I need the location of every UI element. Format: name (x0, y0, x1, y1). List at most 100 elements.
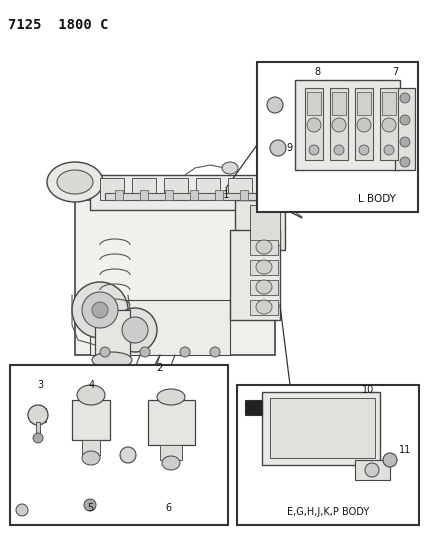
Ellipse shape (222, 162, 238, 174)
Text: 2: 2 (157, 363, 163, 373)
Text: 4: 4 (89, 380, 95, 390)
Ellipse shape (334, 145, 344, 155)
Text: 3: 3 (37, 380, 43, 390)
Bar (250, 240, 278, 255)
Ellipse shape (267, 97, 283, 113)
Bar (90, 300, 230, 355)
Bar (270, 398, 375, 458)
Ellipse shape (84, 499, 96, 511)
Bar (262, 392, 380, 465)
Bar (250, 260, 278, 275)
Text: 5: 5 (87, 503, 93, 513)
Bar (235, 200, 285, 250)
Bar (228, 178, 252, 200)
Bar (148, 400, 195, 445)
Bar (165, 190, 173, 200)
Ellipse shape (92, 302, 108, 318)
Ellipse shape (77, 385, 105, 405)
Ellipse shape (307, 118, 321, 132)
Bar (164, 178, 188, 200)
Bar (196, 178, 220, 200)
Bar (230, 230, 280, 320)
Ellipse shape (256, 280, 272, 294)
Bar (237, 385, 419, 525)
Ellipse shape (122, 317, 148, 343)
Bar (10, 365, 228, 525)
Ellipse shape (256, 260, 272, 274)
Ellipse shape (400, 115, 410, 125)
Ellipse shape (92, 352, 132, 368)
Ellipse shape (57, 170, 93, 194)
Bar (250, 205, 280, 245)
Bar (395, 88, 415, 170)
Bar (190, 190, 198, 200)
Ellipse shape (113, 308, 157, 352)
Bar (382, 92, 396, 115)
Ellipse shape (140, 347, 150, 357)
Ellipse shape (382, 118, 396, 132)
Text: 1: 1 (223, 190, 230, 200)
Bar (330, 88, 348, 160)
Text: E,G,H,J,K,P BODY: E,G,H,J,K,P BODY (287, 507, 369, 517)
Text: 9: 9 (286, 143, 292, 153)
Bar (307, 92, 321, 115)
Bar (82, 440, 100, 455)
Bar (240, 190, 248, 200)
Text: 11: 11 (399, 445, 411, 455)
Ellipse shape (309, 145, 319, 155)
Ellipse shape (256, 240, 272, 254)
Bar (295, 80, 400, 170)
Text: 7: 7 (392, 67, 398, 77)
Bar (72, 400, 110, 440)
Ellipse shape (162, 456, 180, 470)
Text: 7125  1800 C: 7125 1800 C (8, 18, 109, 32)
Ellipse shape (400, 157, 410, 167)
Bar (355, 460, 390, 480)
Bar (115, 190, 123, 200)
Ellipse shape (16, 504, 28, 516)
Ellipse shape (365, 463, 379, 477)
Bar (30, 408, 46, 422)
Bar (215, 190, 223, 200)
Text: 8: 8 (314, 67, 320, 77)
Ellipse shape (82, 292, 118, 328)
Ellipse shape (270, 140, 286, 156)
Bar (95, 310, 130, 360)
Ellipse shape (359, 145, 369, 155)
Text: 10: 10 (362, 385, 374, 395)
Ellipse shape (210, 347, 220, 357)
Bar (257, 62, 418, 212)
Bar (380, 88, 398, 160)
Ellipse shape (28, 405, 48, 425)
Bar (140, 190, 148, 200)
Bar (332, 92, 346, 115)
Ellipse shape (357, 118, 371, 132)
Ellipse shape (33, 433, 43, 443)
Ellipse shape (256, 300, 272, 314)
Ellipse shape (72, 282, 128, 338)
Bar (75, 200, 275, 355)
Ellipse shape (400, 137, 410, 147)
Ellipse shape (383, 453, 397, 467)
Ellipse shape (47, 162, 103, 202)
Ellipse shape (157, 389, 185, 405)
Ellipse shape (332, 118, 346, 132)
Bar (355, 88, 373, 160)
Bar (250, 280, 278, 295)
Ellipse shape (120, 447, 136, 463)
Ellipse shape (180, 347, 190, 357)
Text: L BODY: L BODY (358, 194, 396, 204)
Ellipse shape (82, 451, 100, 465)
Bar (357, 92, 371, 115)
Ellipse shape (384, 145, 394, 155)
Bar (160, 445, 182, 460)
Bar (105, 193, 260, 200)
Bar (250, 300, 278, 315)
Ellipse shape (100, 347, 110, 357)
Bar (245, 400, 262, 415)
Bar (100, 178, 124, 200)
Ellipse shape (400, 93, 410, 103)
Bar (90, 175, 270, 210)
Text: 6: 6 (165, 503, 171, 513)
Bar (305, 88, 323, 160)
